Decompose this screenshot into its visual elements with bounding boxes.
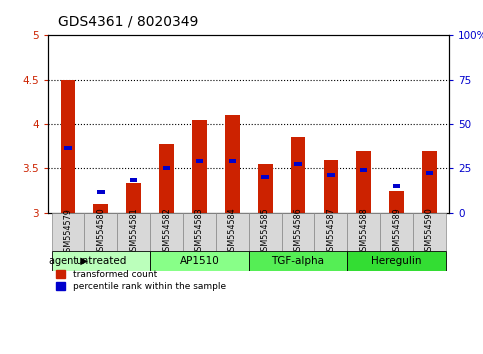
Bar [258, 164, 272, 213]
FancyBboxPatch shape [249, 251, 347, 271]
Bar [159, 144, 174, 213]
Text: GSM554581: GSM554581 [129, 208, 138, 256]
FancyBboxPatch shape [117, 213, 150, 251]
FancyBboxPatch shape [347, 213, 380, 251]
FancyBboxPatch shape [150, 213, 183, 251]
Bar [163, 166, 170, 170]
Text: agent ▶: agent ▶ [49, 256, 88, 266]
Text: GSM554579: GSM554579 [64, 208, 72, 257]
Bar [294, 162, 302, 166]
Bar [225, 115, 240, 213]
Bar [94, 204, 108, 213]
Bar [192, 120, 207, 213]
Text: GSM554580: GSM554580 [97, 208, 105, 256]
FancyBboxPatch shape [282, 213, 314, 251]
Bar [228, 159, 236, 163]
Text: GSM554584: GSM554584 [228, 208, 237, 256]
Bar [196, 159, 203, 163]
Bar [130, 178, 138, 182]
FancyBboxPatch shape [183, 213, 216, 251]
Bar [291, 137, 305, 213]
FancyBboxPatch shape [413, 213, 446, 251]
FancyBboxPatch shape [347, 251, 446, 271]
Bar [261, 175, 269, 179]
FancyBboxPatch shape [314, 213, 347, 251]
Bar [324, 160, 338, 213]
Text: GSM554583: GSM554583 [195, 208, 204, 256]
Legend: transformed count, percentile rank within the sample: transformed count, percentile rank withi… [53, 267, 229, 295]
Text: GSM554588: GSM554588 [359, 208, 368, 256]
Text: GSM554587: GSM554587 [327, 208, 335, 257]
Bar [422, 151, 437, 213]
Text: AP1510: AP1510 [180, 256, 219, 266]
Text: Heregulin: Heregulin [371, 256, 422, 266]
Text: GSM554590: GSM554590 [425, 208, 434, 257]
Text: GDS4361 / 8020349: GDS4361 / 8020349 [58, 14, 199, 28]
Bar [61, 80, 75, 213]
Text: untreated: untreated [75, 256, 127, 266]
FancyBboxPatch shape [249, 213, 282, 251]
FancyBboxPatch shape [380, 213, 413, 251]
Bar [356, 151, 371, 213]
FancyBboxPatch shape [150, 251, 249, 271]
Text: GSM554586: GSM554586 [294, 208, 302, 256]
Bar [360, 168, 368, 172]
FancyBboxPatch shape [85, 213, 117, 251]
Bar [393, 184, 400, 188]
Text: GSM554589: GSM554589 [392, 208, 401, 257]
FancyBboxPatch shape [52, 251, 150, 271]
Text: TGF-alpha: TGF-alpha [271, 256, 325, 266]
Bar [64, 146, 71, 150]
FancyBboxPatch shape [216, 213, 249, 251]
Bar [127, 183, 141, 213]
Bar [389, 190, 404, 213]
Bar [97, 190, 105, 194]
FancyBboxPatch shape [52, 213, 85, 251]
Text: GSM554582: GSM554582 [162, 208, 171, 257]
Bar [327, 173, 335, 177]
Text: GSM554585: GSM554585 [261, 208, 270, 257]
Bar [426, 171, 433, 175]
